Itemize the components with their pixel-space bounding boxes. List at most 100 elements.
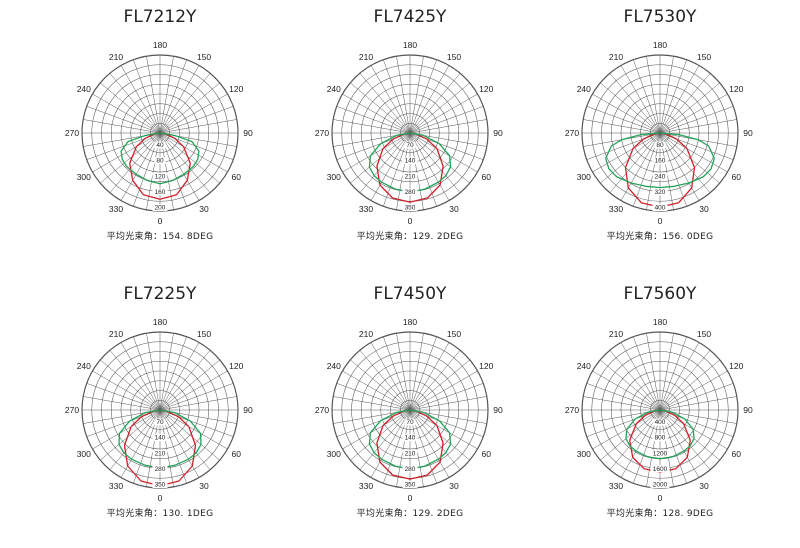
grid-spoke [633, 59, 661, 134]
grid-spoke [120, 132, 161, 201]
grid-spoke [100, 409, 161, 461]
grid-spoke [609, 409, 661, 470]
radial-tick-label: 350 [405, 205, 416, 212]
angle-tick-label: 120 [229, 361, 243, 371]
radial-tick-label: 200 [155, 205, 166, 212]
chart-title: FL7450Y [374, 284, 448, 304]
grid-spoke [370, 65, 411, 134]
grid-spoke [659, 359, 720, 411]
radial-tick-label: 80 [656, 142, 664, 149]
grid-spoke [159, 73, 211, 134]
radial-tick-label: 1200 [653, 450, 668, 457]
grid-spoke [342, 93, 411, 134]
angle-tick-label: 60 [481, 449, 491, 459]
grid-spoke [409, 65, 450, 134]
angle-tick-label: 210 [109, 52, 123, 62]
radial-label-bg [652, 188, 668, 196]
grid-spoke [659, 65, 700, 134]
radial-tick-label: 320 [655, 189, 666, 196]
chart-title: FL7425Y [374, 7, 448, 27]
angle-tick-label: 120 [479, 361, 493, 371]
radial-label-bg [402, 188, 418, 196]
grid-spoke [409, 409, 478, 450]
grid-spoke [659, 370, 728, 411]
beam-angle-caption: 平均光束角：129. 2DEG [357, 507, 464, 519]
grid-spoke [659, 342, 700, 411]
polar-chart-panel: FL7225Y 180 210 240 270 300 330 0 30 60 90 120 150 70… [65, 284, 253, 519]
angle-tick-label: 330 [609, 481, 623, 491]
grid-spoke [600, 359, 661, 411]
angle-tick-label: 30 [199, 481, 209, 491]
radial-label-bg [402, 157, 418, 165]
radial-label-bg [402, 172, 418, 180]
beam-angle-value: 130. 1DEG [162, 509, 213, 519]
angle-tick-label: 0 [658, 216, 663, 226]
angle-tick-label: 300 [577, 449, 591, 459]
grid-spoke [659, 82, 720, 134]
angle-tick-label: 240 [577, 361, 591, 371]
radial-label-bg [650, 449, 670, 457]
grid-spoke [92, 132, 161, 173]
angle-tick-label: 180 [153, 40, 167, 50]
angle-tick-label: 300 [77, 449, 91, 459]
grid-spoke [620, 342, 661, 411]
radial-label-bg [152, 481, 168, 488]
grid-spoke [333, 119, 411, 134]
grid-spoke [350, 82, 411, 134]
angle-tick-label: 60 [731, 172, 741, 182]
radial-label-bg [652, 204, 668, 211]
polar-chart-panel: FL7212Y 180 210 240 270 300 330 0 30 60 90 120 150 40… [65, 7, 253, 242]
beam-angle-caption: 平均光束角：156. 0DEG [607, 230, 714, 242]
angle-tick-label: 330 [359, 481, 373, 491]
grid-spoke [409, 396, 487, 411]
angle-tick-label: 60 [231, 172, 241, 182]
grid-spoke [659, 59, 687, 134]
radial-tick-label: 210 [155, 450, 166, 457]
angle-tick-label: 30 [699, 481, 709, 491]
grid-spoke [659, 119, 737, 134]
grid-spoke [659, 383, 734, 411]
chart-title: FL7212Y [124, 7, 198, 27]
radial-label-bg [402, 481, 418, 488]
grid-spoke [146, 333, 161, 411]
angle-tick-label: 180 [403, 40, 417, 50]
angle-tick-label: 90 [743, 405, 753, 415]
grid-spoke [92, 409, 161, 450]
angle-tick-label: 240 [327, 361, 341, 371]
grid-spoke [646, 56, 661, 134]
grid-spoke [359, 132, 411, 193]
grid-spoke [359, 409, 411, 470]
grid-spoke [583, 396, 661, 411]
radial-label-bg [402, 465, 418, 473]
angle-tick-label: 60 [731, 449, 741, 459]
angle-tick-label: 150 [197, 52, 211, 62]
radial-label-bg [402, 204, 418, 211]
angle-tick-label: 270 [315, 128, 329, 138]
radial-tick-label: 1600 [653, 466, 668, 473]
beam-prefix: 平均光束角： [607, 507, 663, 519]
radial-tick-label: 160 [155, 189, 166, 196]
radial-tick-label: 70 [156, 419, 164, 426]
grid-spoke [159, 342, 200, 411]
grid-spoke [159, 359, 220, 411]
grid-spoke [586, 106, 661, 134]
grid-spoke [659, 132, 720, 184]
angle-tick-label: 60 [231, 449, 241, 459]
radial-label-bg [652, 172, 668, 180]
angle-tick-label: 0 [408, 493, 413, 503]
polar-chart-panel: FL7450Y 180 210 240 270 300 330 0 30 60 90 120 150 70… [315, 284, 503, 519]
angle-tick-label: 330 [109, 481, 123, 491]
grid-spoke [620, 132, 661, 201]
beam-prefix: 平均光束角： [607, 230, 663, 242]
grid-spoke [336, 106, 411, 134]
beam-angle-caption: 平均光束角：130. 1DEG [107, 507, 214, 519]
angle-tick-label: 120 [729, 84, 743, 94]
angle-tick-label: 150 [447, 329, 461, 339]
radial-tick-label: 2000 [653, 482, 668, 489]
grid-spoke [350, 359, 411, 411]
angle-tick-label: 330 [609, 204, 623, 214]
grid-spoke [146, 56, 161, 134]
beam-angle-value: 129. 2DEG [412, 232, 463, 242]
grid-spoke [159, 65, 200, 134]
grid-spoke [396, 56, 411, 134]
